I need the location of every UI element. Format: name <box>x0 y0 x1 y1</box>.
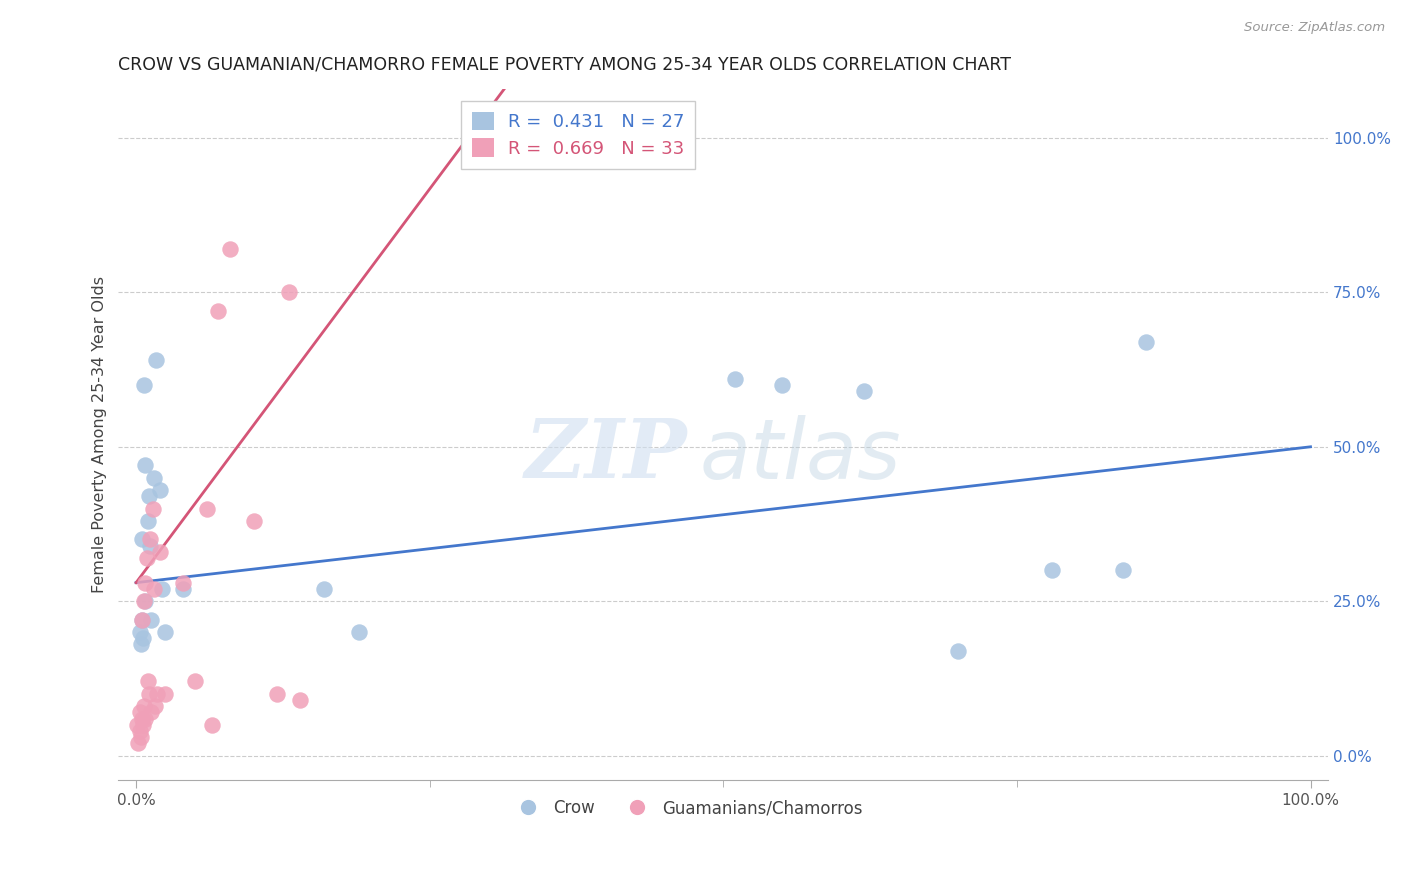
Point <box>150 582 173 596</box>
Point <box>172 575 194 590</box>
Point <box>132 717 155 731</box>
Point <box>134 699 156 714</box>
Legend: Crow, Guamanians/Chamorros: Crow, Guamanians/Chamorros <box>505 792 869 824</box>
Point <box>195 501 218 516</box>
Point <box>138 489 160 503</box>
Point <box>131 712 153 726</box>
Point <box>207 304 229 318</box>
Point <box>145 353 167 368</box>
Point <box>242 514 264 528</box>
Text: atlas: atlas <box>699 415 901 496</box>
Point <box>946 643 969 657</box>
Point <box>131 613 153 627</box>
Point <box>128 723 150 738</box>
Point <box>134 712 156 726</box>
Point <box>128 706 150 720</box>
Text: ZIP: ZIP <box>524 415 688 495</box>
Point <box>219 242 242 256</box>
Point <box>139 533 162 547</box>
Point <box>127 736 149 750</box>
Point <box>129 730 152 744</box>
Point <box>1135 334 1157 349</box>
Point <box>770 378 793 392</box>
Point <box>127 717 149 731</box>
Point <box>134 378 156 392</box>
Point <box>290 693 312 707</box>
Point <box>155 625 177 640</box>
Point <box>142 471 165 485</box>
Point <box>134 594 156 608</box>
Point <box>1111 563 1133 577</box>
Point <box>134 594 156 608</box>
Point <box>134 575 156 590</box>
Point <box>172 582 194 596</box>
Point <box>312 582 335 596</box>
Point <box>128 625 150 640</box>
Text: Source: ZipAtlas.com: Source: ZipAtlas.com <box>1244 21 1385 35</box>
Point <box>135 551 157 566</box>
Point <box>1040 563 1063 577</box>
Point <box>132 632 155 646</box>
Point <box>347 625 370 640</box>
Point <box>201 717 224 731</box>
Point <box>141 613 163 627</box>
Point <box>136 514 159 528</box>
Point <box>277 285 299 300</box>
Point <box>143 699 166 714</box>
Y-axis label: Female Poverty Among 25-34 Year Olds: Female Poverty Among 25-34 Year Olds <box>93 276 107 593</box>
Point <box>134 458 156 473</box>
Point <box>724 372 747 386</box>
Point <box>155 687 177 701</box>
Point <box>141 706 163 720</box>
Point <box>146 687 169 701</box>
Text: CROW VS GUAMANIAN/CHAMORRO FEMALE POVERTY AMONG 25-34 YEAR OLDS CORRELATION CHAR: CROW VS GUAMANIAN/CHAMORRO FEMALE POVERT… <box>118 55 1011 73</box>
Point <box>266 687 288 701</box>
Point <box>138 687 160 701</box>
Point <box>141 501 163 516</box>
Point <box>184 674 207 689</box>
Point <box>131 613 153 627</box>
Point <box>139 539 162 553</box>
Point <box>853 384 876 399</box>
Point <box>148 483 170 497</box>
Point <box>142 582 165 596</box>
Point <box>131 533 153 547</box>
Point <box>129 637 152 651</box>
Point <box>148 545 170 559</box>
Point <box>136 674 159 689</box>
